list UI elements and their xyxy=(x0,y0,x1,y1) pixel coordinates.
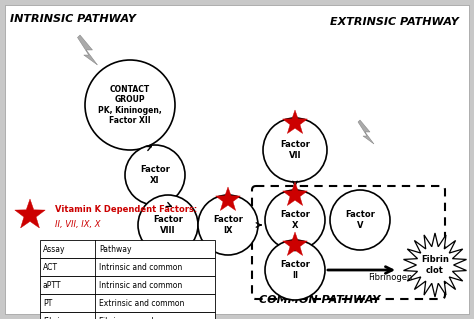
Text: Fibrinogen only: Fibrinogen only xyxy=(99,316,158,319)
Text: Fibrinogen: Fibrinogen xyxy=(368,273,412,283)
Text: Factor
VIII: Factor VIII xyxy=(153,215,183,235)
Text: Factor
II: Factor II xyxy=(280,260,310,280)
Text: COMMON PATHWAY: COMMON PATHWAY xyxy=(259,295,381,305)
Text: Factor
VII: Factor VII xyxy=(280,140,310,160)
Text: Pathway: Pathway xyxy=(99,244,131,254)
Polygon shape xyxy=(358,120,374,144)
Text: II, VII, IX, X: II, VII, IX, X xyxy=(55,220,100,229)
Text: Factor
X: Factor X xyxy=(280,210,310,230)
Text: Intrinsic and common: Intrinsic and common xyxy=(99,263,182,271)
Bar xyxy=(40,276,215,294)
Polygon shape xyxy=(78,35,98,65)
Text: Intrinsic and common: Intrinsic and common xyxy=(99,280,182,290)
Text: Factor
V: Factor V xyxy=(345,210,375,230)
Polygon shape xyxy=(216,187,240,211)
Polygon shape xyxy=(283,232,307,256)
Bar xyxy=(40,240,215,258)
Text: Factor
XI: Factor XI xyxy=(140,165,170,185)
Polygon shape xyxy=(403,233,466,297)
Circle shape xyxy=(263,118,327,182)
Bar xyxy=(40,294,215,312)
Bar xyxy=(40,258,215,276)
Circle shape xyxy=(198,195,258,255)
Polygon shape xyxy=(283,182,307,205)
Circle shape xyxy=(138,195,198,255)
Text: aPTT: aPTT xyxy=(43,280,62,290)
Text: ACT: ACT xyxy=(43,263,58,271)
Text: Vitamin K Dependent Factors:: Vitamin K Dependent Factors: xyxy=(55,205,197,214)
Polygon shape xyxy=(283,110,307,134)
Text: Extrinsic and common: Extrinsic and common xyxy=(99,299,184,308)
Text: INTRINSIC PATHWAY: INTRINSIC PATHWAY xyxy=(10,14,136,24)
Text: Factor
IX: Factor IX xyxy=(213,215,243,235)
Text: CONTACT
GROUP
PK, Kininogen,
Factor XII: CONTACT GROUP PK, Kininogen, Factor XII xyxy=(98,85,162,125)
Text: Fibrin
clot: Fibrin clot xyxy=(421,255,449,275)
Circle shape xyxy=(265,190,325,250)
Text: PT: PT xyxy=(43,299,52,308)
Circle shape xyxy=(265,240,325,300)
Text: Fibrinogen: Fibrinogen xyxy=(43,316,83,319)
Circle shape xyxy=(85,60,175,150)
Circle shape xyxy=(330,190,390,250)
Text: EXTRINSIC PATHWAY: EXTRINSIC PATHWAY xyxy=(330,17,459,27)
Text: Assay: Assay xyxy=(43,244,65,254)
Bar xyxy=(40,312,215,319)
Polygon shape xyxy=(15,199,45,228)
Circle shape xyxy=(125,145,185,205)
FancyBboxPatch shape xyxy=(252,186,445,299)
